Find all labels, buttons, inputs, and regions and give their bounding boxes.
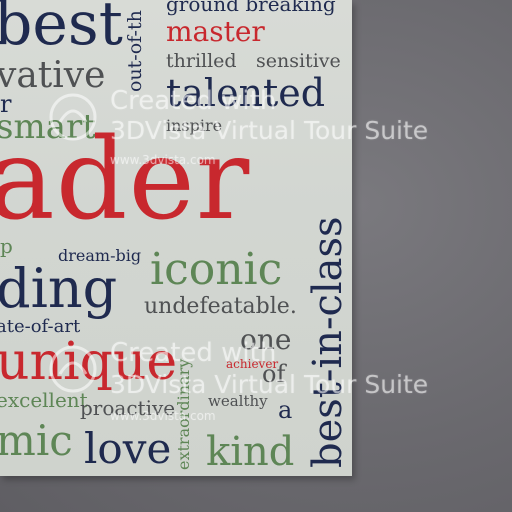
word-master: master	[166, 15, 265, 48]
watermark-url-b: www.3dvista.com	[110, 409, 216, 423]
word-excellent: excellent	[0, 388, 88, 412]
word-love: love	[84, 424, 172, 473]
word-p: p	[0, 234, 13, 258]
watermark-line2: 3DVista Virtual Tour Suite	[110, 116, 429, 145]
word-leading: ding	[0, 257, 118, 320]
word-wealthy: wealthy	[208, 392, 268, 410]
3dvista-logo-icon-2	[49, 345, 97, 393]
watermark-url: www.3dvista.com	[110, 153, 216, 167]
word-unique: unique	[0, 332, 178, 392]
word-sensitive: sensitive	[256, 50, 341, 72]
word-ground-breaking: ground breaking	[166, 0, 336, 16]
word-kind: kind	[206, 429, 295, 475]
word-best: best	[0, 0, 123, 59]
word-inspire: inspire	[166, 116, 223, 135]
word-r: r	[0, 90, 12, 118]
word-achiever: achiever	[226, 357, 279, 371]
word-undefeatable: undefeatable.	[144, 294, 297, 319]
word-proactive: proactive	[80, 396, 176, 420]
watermark-line1: Created with	[110, 86, 277, 116]
word-dynamic: mic	[0, 416, 73, 465]
word-best-in-class: best-in-class	[305, 216, 351, 468]
word-a: a	[278, 396, 293, 424]
word-innovative: vative	[0, 55, 106, 96]
word-cloud-poster: best ground breaking out-of-th master va…	[0, 0, 352, 476]
watermark-line2-b: 3DVista Virtual Tour Suite	[110, 370, 429, 399]
word-dream-big: dream-big	[58, 246, 142, 265]
word-talented: talented	[166, 71, 326, 115]
word-out-of-this: out-of-th	[124, 10, 146, 92]
watermark-line1-b: Created with	[110, 338, 277, 368]
3dvista-logo-icon	[49, 93, 97, 141]
word-iconic: iconic	[150, 244, 283, 295]
word-state-of-art: ate-of-art	[0, 316, 81, 337]
word-one: one	[240, 323, 292, 356]
word-of: of	[262, 360, 286, 388]
word-leader: ader	[0, 115, 251, 245]
word-thrilled: thrilled	[166, 50, 237, 72]
